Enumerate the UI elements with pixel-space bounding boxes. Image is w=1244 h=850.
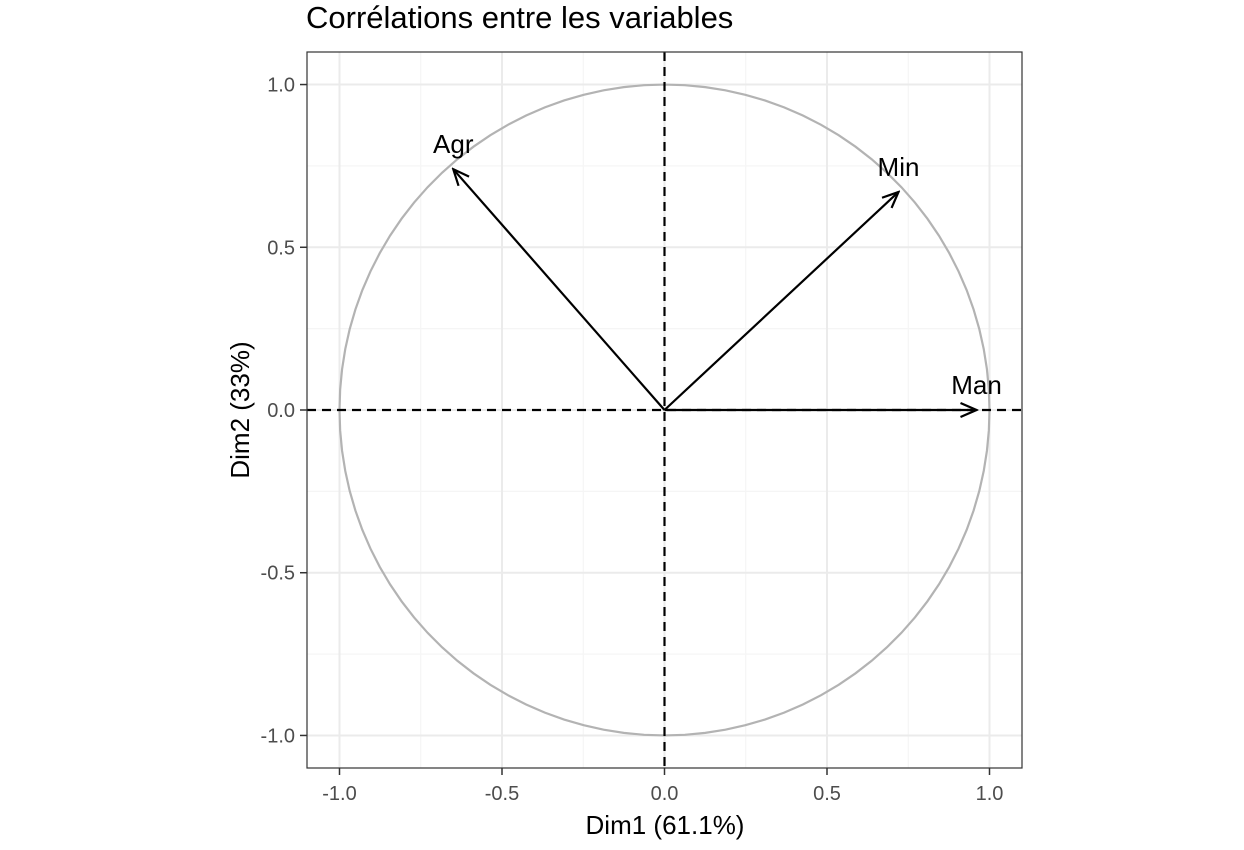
label-min: Min (878, 152, 920, 182)
x-tick-label: -1.0 (322, 783, 356, 805)
x-axis-title: Dim1 (61.1%) (586, 810, 745, 840)
y-tick-label: -1.0 (261, 725, 295, 747)
y-tick-label: 0.5 (267, 237, 295, 259)
y-tick-label: -0.5 (261, 563, 295, 585)
arrow-min (663, 192, 899, 411)
x-tick-label: 0.0 (651, 783, 679, 805)
x-axis-ticks: -1.0 -0.5 0.0 0.5 1.0 (322, 768, 1003, 805)
y-tick-label: 0.0 (267, 400, 295, 422)
x-tick-label: -0.5 (485, 783, 519, 805)
variable-arrows (453, 169, 976, 410)
y-axis-ticks: -1.0 -0.5 0.0 0.5 1.0 (261, 75, 307, 747)
chart-title: Corrélations entre les variables (306, 0, 733, 35)
y-axis-title: Dim2 (33%) (225, 341, 255, 478)
label-man: Man (951, 370, 1002, 400)
x-tick-label: 1.0 (976, 783, 1004, 805)
label-agr: Agr (433, 129, 474, 159)
x-tick-label: 0.5 (813, 783, 841, 805)
y-tick-label: 1.0 (267, 75, 295, 97)
arrow-agr (453, 169, 666, 411)
variable-labels: Agr Min Man (433, 129, 1002, 400)
